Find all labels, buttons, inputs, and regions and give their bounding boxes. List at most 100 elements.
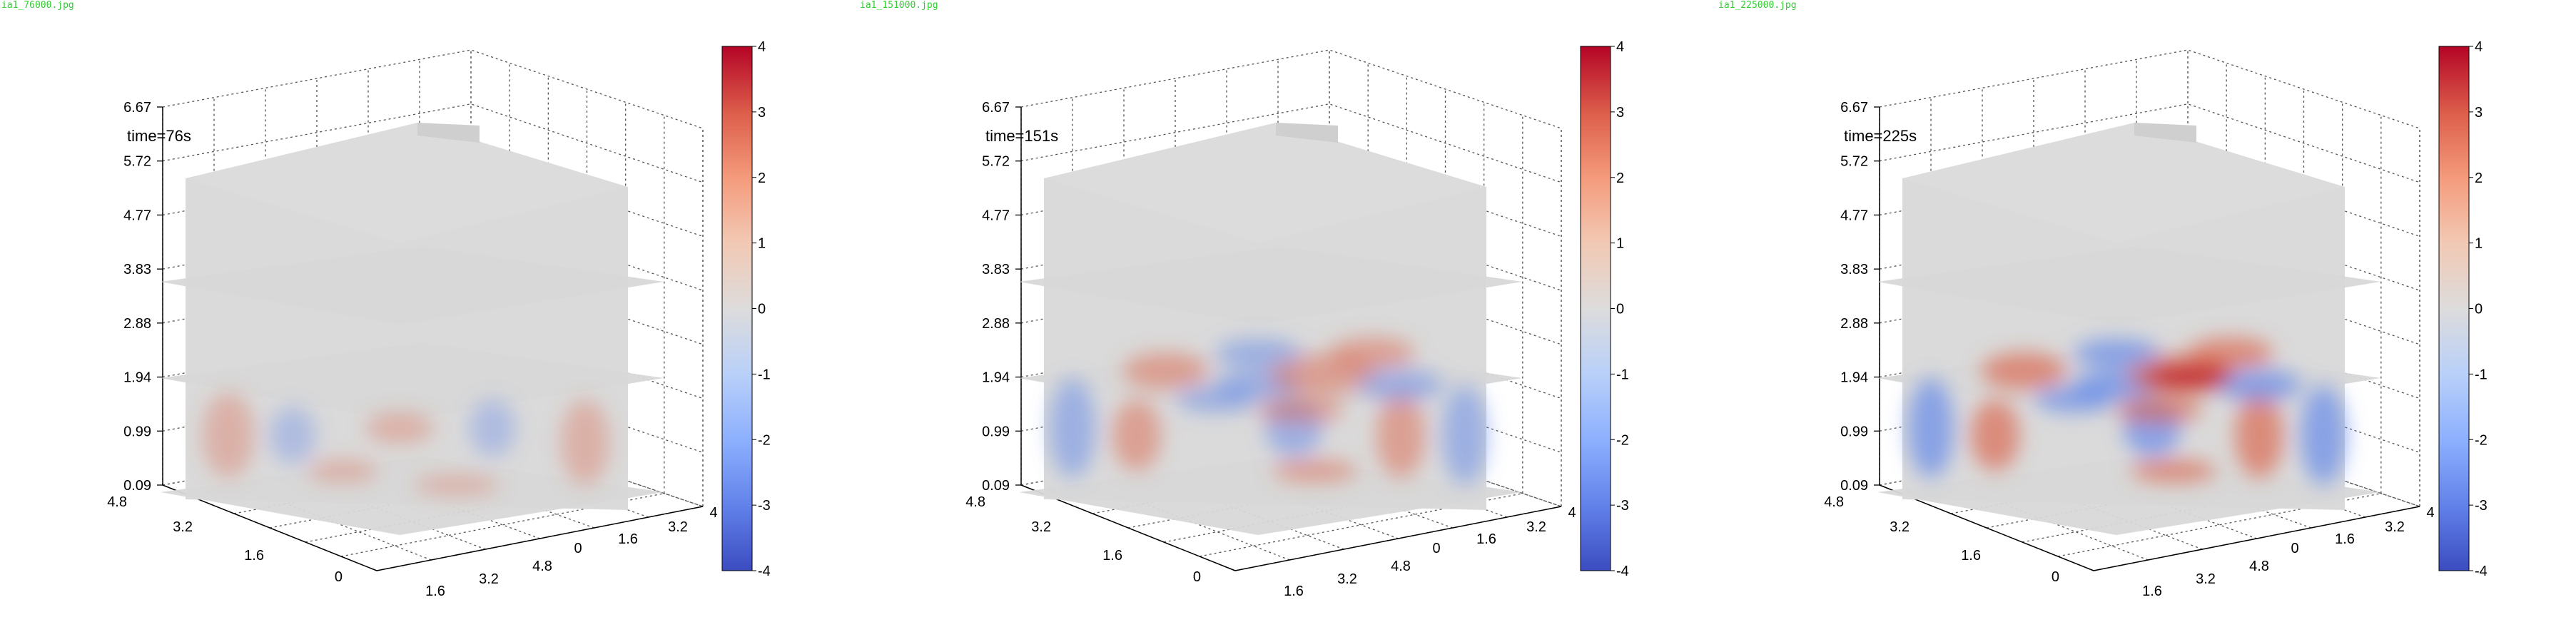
- z-tick-label: 0.99: [982, 424, 1010, 439]
- y-tick-label: 4.8: [965, 494, 985, 510]
- colorbar-tick-label: -2: [758, 432, 771, 448]
- field-pattern: [1050, 337, 1488, 485]
- horizontal-slice-2: [161, 457, 664, 535]
- colorbar-gradient: [721, 46, 753, 571]
- field-blob: [1215, 339, 1301, 367]
- colorbar-tick-label: 0: [1616, 302, 1624, 317]
- slices: [1019, 123, 1522, 535]
- x-tick-label: 0: [574, 541, 582, 556]
- slice-plot-3d: 6.675.724.773.832.881.940.990.094.83.21.…: [965, 39, 1629, 599]
- time-annotation: time=76s: [127, 127, 191, 145]
- slice-edge: [2134, 123, 2196, 143]
- y-tick-label: 0: [335, 569, 343, 585]
- y-tick-label: 0: [1193, 569, 1201, 585]
- x-tick-label: 0: [1432, 541, 1440, 556]
- horizontal-slice-1: [161, 342, 664, 421]
- z-tick-label: 3.83: [123, 262, 151, 277]
- colorbar-tick-label: 4: [1616, 39, 1624, 55]
- z-tick-label: 0.09: [982, 478, 1010, 494]
- slice-edge: [417, 123, 480, 143]
- x-tick-label: 4.8: [1391, 559, 1411, 574]
- y-tick-label: 1.6: [1102, 548, 1122, 564]
- x-tick-label: 1.6: [1476, 531, 1496, 547]
- chart-panel-2: ia1_151000.jpg 6.67 5.72 4.77 3.83 2.88 1.94 0.…: [858, 0, 1717, 642]
- colorbar-tick-label: -4: [2475, 564, 2488, 579]
- field-blob: [2301, 385, 2346, 485]
- y-tick-label: 4.8: [107, 494, 127, 510]
- z-tick-label: 5.72: [982, 154, 1010, 170]
- x-tick-label: 1.6: [425, 584, 445, 599]
- colorbar-tick-label: 3: [758, 105, 766, 121]
- z-tick-label: 3.83: [1840, 262, 1868, 277]
- colorbar-tick-label: 2: [758, 170, 766, 186]
- colorbar-tick-label: 2: [1616, 170, 1624, 186]
- field-blob: [2034, 387, 2113, 412]
- slice-plot-3d: 6.675.724.773.832.881.940.990.094.83.21.…: [1824, 39, 2488, 599]
- field-blob: [414, 475, 500, 495]
- colorbar-tick-label: 3: [1616, 105, 1624, 121]
- field-pattern: [203, 392, 609, 495]
- x-axis-line: [1234, 506, 1562, 571]
- field-pattern: [1908, 337, 2346, 485]
- grid-line: [2187, 427, 2420, 507]
- colorbar-tick-label: 1: [758, 236, 766, 252]
- colorbar-tick-label: 3: [2475, 105, 2483, 121]
- field-blob: [1258, 397, 1344, 423]
- time-annotation: time=151s: [985, 127, 1058, 145]
- colorbar-tick-label: -1: [1616, 367, 1629, 382]
- axes-box: [1879, 49, 2420, 571]
- colorbar-tick-label: -2: [1616, 432, 1629, 448]
- colorbar-gradient: [2438, 46, 2470, 571]
- colorbar-tick-label: -2: [2475, 432, 2488, 448]
- z-tick-label: 0.99: [1840, 424, 1868, 439]
- z-tick-label: 0.09: [123, 478, 151, 494]
- tick-labels: 6.675.724.773.832.881.940.990.094.83.21.…: [107, 100, 717, 599]
- z-tick-label: 2.88: [123, 316, 151, 332]
- y-tick-label: 4.8: [1824, 494, 1844, 510]
- tick-labels: 6.675.724.773.832.881.940.990.094.83.21.…: [965, 100, 1576, 599]
- z-tick-label: 4.77: [982, 208, 1010, 223]
- colorbar-tick-label: 1: [2475, 236, 2483, 252]
- colorbar-tick-label: -3: [2475, 498, 2488, 514]
- x-tick-label: 3.2: [2196, 571, 2216, 587]
- chart-panel-3: ia1_225000.jpg 6.67 5.72 4.77 3.83 2.88 1.94 0.…: [1717, 0, 2575, 642]
- top-plane: [1044, 123, 1486, 243]
- x-tick-label: 4.8: [532, 559, 552, 574]
- field-blob: [561, 399, 609, 485]
- x-tick-label: 3.2: [1337, 571, 1357, 587]
- y-tick-label: 3.2: [1890, 519, 1910, 535]
- z-tick-label: 1.94: [982, 370, 1010, 386]
- z-tick-label: 4.77: [123, 208, 151, 223]
- z-tick-label: 5.72: [1840, 154, 1868, 170]
- field-blob: [2188, 337, 2273, 369]
- field-blob: [2074, 339, 2159, 367]
- slice-plot-3d: 6.675.724.773.832.881.940.990.094.83.21.…: [107, 39, 771, 599]
- y-tick-label: 3.2: [173, 519, 193, 535]
- corner-tick-label: 4: [2426, 505, 2434, 521]
- image-filename: ia1_76000.jpg: [1, 0, 74, 11]
- colorbar-tick-label: 4: [758, 39, 766, 55]
- field-blob: [2116, 397, 2202, 423]
- y-tick-label: 3.2: [1031, 519, 1051, 535]
- y-tick-label: 0: [2052, 569, 2059, 585]
- field-blob: [1442, 385, 1488, 485]
- colorbar-tick-label: -4: [1616, 564, 1629, 579]
- chart-panel-1: ia1_76000.jpg 6.67 5.72 4.77 3.83 2.88 1.94 0.9…: [0, 0, 858, 642]
- field-blob: [1329, 337, 1415, 369]
- field-blob: [1908, 378, 1954, 478]
- grid-line: [162, 49, 704, 129]
- x-tick-label: 3.2: [2385, 519, 2405, 535]
- z-tick-label: 6.67: [982, 100, 1010, 116]
- x-tick-label: 1.6: [618, 531, 638, 547]
- z-tick-label: 3.83: [982, 262, 1010, 277]
- grid-line: [1879, 49, 2420, 129]
- x-tick-label: 0: [2291, 541, 2298, 556]
- field-blob: [1112, 399, 1161, 471]
- z-tick-label: 4.77: [1840, 208, 1868, 223]
- field-blob: [203, 392, 254, 478]
- colorbar-gradient: [1580, 46, 1611, 571]
- horizontal-slice-0: [161, 246, 664, 325]
- horizontal-slice-0: [1877, 246, 2380, 325]
- z-tick-label: 1.94: [1840, 370, 1868, 386]
- z-tick-label: 6.67: [123, 100, 151, 116]
